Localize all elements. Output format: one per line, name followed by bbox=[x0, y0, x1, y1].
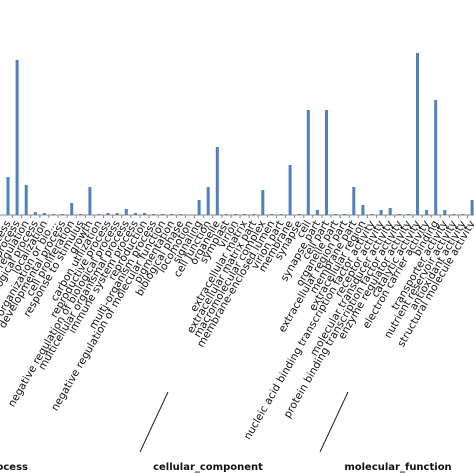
bar bbox=[61, 214, 65, 215]
bar bbox=[97, 214, 101, 215]
bar bbox=[143, 213, 146, 215]
bar bbox=[306, 110, 310, 215]
bar bbox=[325, 110, 328, 215]
bar bbox=[79, 214, 83, 215]
bar bbox=[452, 214, 456, 215]
bar bbox=[88, 187, 92, 215]
bar bbox=[6, 177, 10, 215]
group-label: biological_process bbox=[0, 462, 28, 473]
bar bbox=[234, 214, 237, 215]
bar bbox=[297, 214, 301, 215]
bar bbox=[425, 210, 429, 215]
bar bbox=[188, 214, 192, 215]
bar bbox=[42, 213, 46, 215]
bar bbox=[33, 212, 37, 215]
bar bbox=[52, 214, 55, 215]
bar bbox=[343, 214, 347, 215]
bar bbox=[443, 210, 447, 215]
bar bbox=[152, 214, 156, 215]
bar bbox=[206, 187, 210, 215]
bar bbox=[270, 214, 274, 215]
bar bbox=[406, 214, 410, 215]
bar bbox=[197, 200, 201, 215]
bar bbox=[470, 200, 474, 215]
bar bbox=[361, 205, 365, 215]
group-label: cellular_component bbox=[153, 462, 263, 473]
bar bbox=[379, 210, 383, 215]
bar bbox=[279, 214, 283, 215]
bar bbox=[170, 214, 174, 215]
bar bbox=[215, 147, 219, 215]
bar bbox=[388, 208, 392, 215]
bar bbox=[70, 203, 74, 215]
group-divider bbox=[139, 391, 169, 453]
bar bbox=[124, 209, 128, 215]
bar bbox=[115, 213, 119, 215]
bar bbox=[370, 214, 374, 215]
bar bbox=[261, 190, 265, 215]
bar bbox=[243, 214, 247, 215]
bar bbox=[15, 60, 19, 215]
bar bbox=[133, 213, 137, 215]
bar bbox=[24, 185, 28, 215]
group-divider bbox=[319, 391, 349, 453]
bar bbox=[416, 53, 419, 215]
bar bbox=[315, 210, 319, 215]
bar bbox=[106, 213, 110, 215]
group-label: molecular_function bbox=[344, 462, 451, 473]
bar bbox=[461, 214, 465, 215]
bar bbox=[334, 214, 338, 215]
bar bbox=[161, 214, 165, 215]
bar bbox=[179, 214, 183, 215]
bar bbox=[352, 187, 356, 215]
bar bbox=[224, 214, 228, 215]
bar bbox=[434, 100, 438, 215]
bar bbox=[397, 214, 401, 215]
bar bbox=[252, 214, 256, 215]
bar bbox=[288, 165, 292, 215]
